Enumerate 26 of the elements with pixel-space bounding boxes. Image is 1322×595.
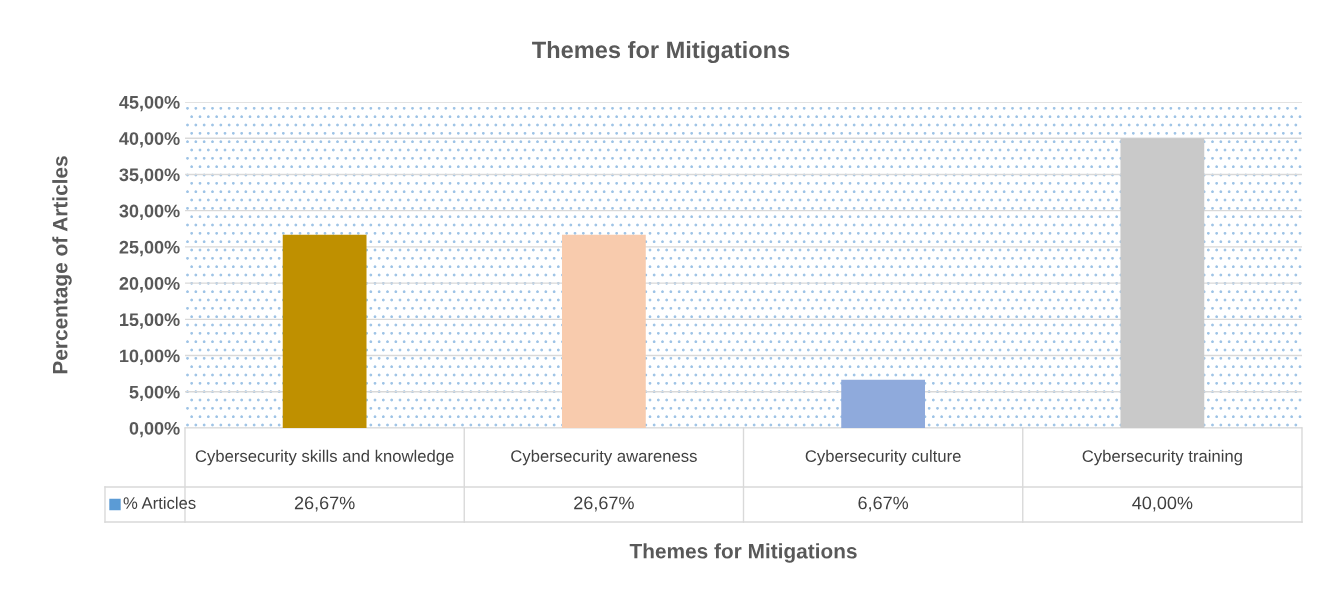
y-tick-label: 25,00%	[119, 240, 180, 257]
x-tick-label: Cybersecurity culture	[805, 449, 961, 466]
x-tick-label: Cybersecurity training	[1082, 449, 1242, 466]
y-tick-label: 0,00%	[129, 421, 180, 438]
y-tick-label: 20,00%	[119, 277, 180, 293]
x-tick-label: Cybersecurity awareness	[511, 449, 697, 466]
y-tick-label: 45,00%	[119, 95, 180, 112]
x-tick-label: Cybersecurity skills and knowledge	[195, 449, 454, 466]
data-label: 26,67%	[294, 496, 355, 512]
y-tick-label: 15,00%	[120, 313, 180, 329]
x-axis-title: Themes for Mitigations	[629, 543, 857, 563]
chart-title: Themes for Mitigations	[532, 40, 790, 64]
data-label: 40,00%	[1132, 496, 1193, 512]
y-tick-label: 5,00%	[129, 385, 180, 402]
y-tick-label: 35,00%	[119, 168, 180, 184]
bar	[282, 234, 367, 428]
y-tick-label: 10,00%	[120, 349, 180, 365]
y-tick-label: 30,00%	[119, 204, 180, 220]
data-label: 26,67%	[574, 496, 634, 512]
bar	[1120, 138, 1205, 428]
data-label: 6,67%	[858, 496, 909, 512]
y-axis-title: Percentage of Articles	[52, 156, 72, 374]
text: % Articles	[123, 496, 196, 509]
bar	[841, 379, 926, 428]
bar	[561, 234, 646, 428]
y-tick-label: 40,00%	[119, 132, 180, 148]
